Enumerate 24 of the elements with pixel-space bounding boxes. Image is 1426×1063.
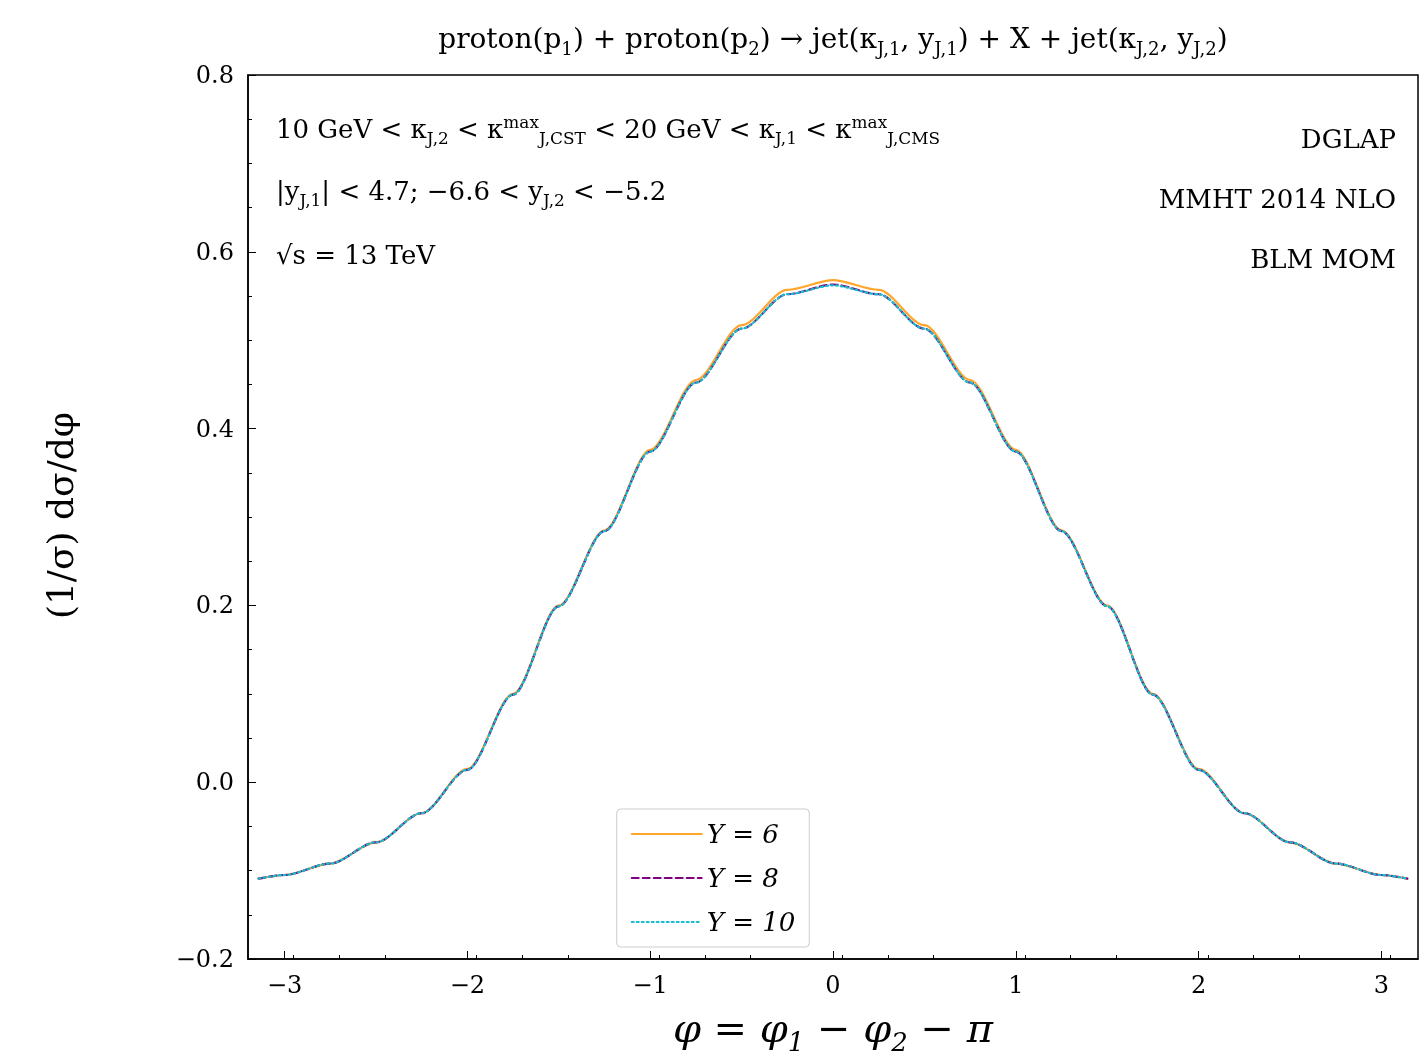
legend-label: Y = 8 [706,863,779,893]
x-tick-label: 3 [1373,971,1390,999]
y-tick-label: 0.6 [195,237,234,266]
annotation: √s = 13 TeV [276,240,436,270]
y-axis-title: (1/σ) dσ/dφ [39,410,81,622]
y-tick-label: 0.4 [195,414,234,443]
x-tick-label: 0 [825,971,841,999]
x-axis-title: φ = φ$_{1}$ − φ$_{2}$ − π [671,1005,995,1057]
x-tick-label: −3 [266,971,303,999]
x-tick-label: 1 [1008,971,1024,999]
y-tick-label: 0.0 [195,768,234,797]
legend-label: Y = 6 [706,819,779,849]
y-tick-label: 0.2 [195,591,234,620]
annotation: MMHT 2014 NLO [1158,184,1396,214]
y-tick-label: 0.8 [195,61,234,89]
chart-title: proton(p$_{1}$) + proton(p$_{2}$) → jet(κ$_{J,1}$, y$_{J,1}$) + X + jet(κ$_{J,2}$, y$_{J,2}$) [438,22,1228,59]
x-tick-label: −1 [632,971,668,999]
annotation: |y$_{J,1}$| < 4.7; −6.6 < y$_{J,2}$ < −5.2 [276,176,667,211]
annotation: BLM MOM [1250,244,1396,274]
y-tick-label: −0.2 [175,945,234,973]
annotation: DGLAP [1300,124,1396,154]
x-tick-label: 2 [1190,971,1207,999]
x-tick-label: −2 [449,971,486,999]
legend-label: Y = 10 [706,907,796,937]
